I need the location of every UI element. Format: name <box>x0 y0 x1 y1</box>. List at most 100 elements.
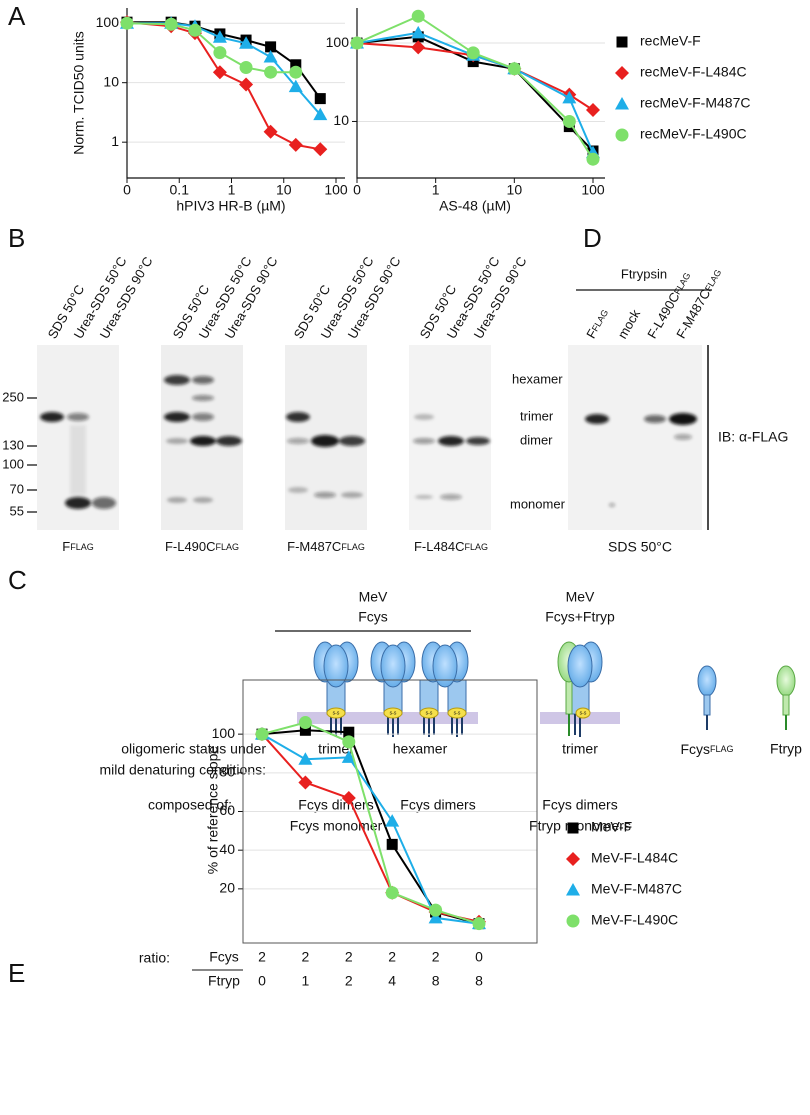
data-point <box>298 752 313 765</box>
antibody-label: IB: α-FLAG <box>718 429 788 445</box>
bond-label: s-s <box>580 710 587 716</box>
y-tick-label: 40 <box>219 841 235 857</box>
x-tick-label: 2 <box>258 949 266 965</box>
x-tick-label: 1 <box>228 182 236 198</box>
legend-marker <box>615 97 629 110</box>
x-tick-label: 0.1 <box>170 182 190 198</box>
data-point <box>343 726 355 738</box>
blot-panel-b: 250 130 100 70 55 <box>2 254 565 554</box>
bond-label: s-s <box>426 710 433 716</box>
legend-marker <box>567 822 579 834</box>
y-tick-label: 10 <box>103 73 119 89</box>
x-tick-label: 100 <box>324 182 348 198</box>
mw-label: 130 <box>2 437 24 452</box>
panel-label: E <box>8 958 25 988</box>
data-point <box>299 724 311 736</box>
data-point <box>212 65 227 80</box>
category-row-name: Fcys <box>209 949 239 965</box>
data-point <box>288 79 303 93</box>
band-name: hexamer <box>512 371 563 386</box>
row-label: oligomeric status under <box>121 741 266 757</box>
data-point <box>188 23 202 37</box>
band-name: monomer <box>510 496 566 511</box>
axes <box>126 8 345 179</box>
x-tick-label: 2 <box>345 949 353 965</box>
data-point <box>562 114 576 128</box>
x-axis-title: AS-48 (µM) <box>439 198 511 214</box>
disulfide <box>575 707 591 719</box>
row-label: composed of: <box>148 797 232 813</box>
x-axis-title: hPIV3 HR-B (µM) <box>176 198 285 214</box>
disulfide <box>447 707 467 719</box>
lane-sub: FLAG <box>672 271 692 296</box>
ftryp-monomer <box>776 665 796 730</box>
monomer-main: Fcys <box>680 741 710 757</box>
monomer-sub: FLAG <box>710 744 734 754</box>
data-point <box>429 903 443 917</box>
data-point <box>411 40 426 55</box>
legend-marker <box>566 883 580 896</box>
composition: Fcys monomer <box>290 818 383 834</box>
y-tick-label: 20 <box>219 880 235 896</box>
panel-label: A <box>8 1 26 31</box>
caption-sub: FLAG <box>465 542 489 552</box>
band-name: dimer <box>520 432 553 447</box>
data-point <box>385 814 400 827</box>
blot-panel-d: Ftrypsin FFLAG mock F-L490CFLAG F-M487CF… <box>568 266 788 555</box>
caption-sub: FLAG <box>341 542 365 552</box>
caption-main: F-M487C <box>287 539 341 554</box>
series-line <box>356 15 594 160</box>
data-point <box>313 142 328 157</box>
data-point <box>239 60 253 74</box>
x-tick-label: 2 <box>432 949 440 965</box>
x-tick-label: 0 <box>123 182 131 198</box>
data-point <box>263 124 278 139</box>
legend-marker <box>566 914 580 928</box>
y-tick-label: 1 <box>111 133 119 149</box>
y-tick-label: 100 <box>212 725 236 741</box>
bond-label: s-s <box>333 710 340 716</box>
legend-label: MeV-F-L484C <box>591 850 678 866</box>
data-point <box>507 62 521 76</box>
data-point <box>213 46 227 60</box>
monomer-label: Ftryp <box>770 741 802 757</box>
composition: Ftryp monomers <box>529 818 631 834</box>
caption-main: F-L490C <box>165 539 216 554</box>
y-axis-title: % of reference slope <box>205 746 221 875</box>
x-tick-label: 0 <box>258 973 266 989</box>
series-line <box>261 733 480 925</box>
data-point <box>586 102 600 117</box>
row-label: mild denaturing conditions: <box>99 762 266 778</box>
data-point <box>264 65 278 79</box>
mw-label: 70 <box>10 481 24 496</box>
x-tick-label: 10 <box>276 182 292 198</box>
fcys-monomer <box>697 665 717 730</box>
disulfide <box>326 707 346 719</box>
data-point <box>428 910 443 924</box>
x-tick-label: 10 <box>507 182 523 198</box>
disulfide <box>383 707 403 719</box>
data-point <box>313 107 328 121</box>
data-point <box>472 917 486 931</box>
group-title: Fcys+Ftryp <box>545 609 615 625</box>
data-point <box>298 716 312 730</box>
y-tick-label: 100 <box>96 14 120 30</box>
composition: Fcys dimers <box>542 797 617 813</box>
data-point <box>342 735 356 749</box>
data-point <box>350 36 364 50</box>
lane-sub: FLAG <box>703 268 723 293</box>
legend-label: recMeV-F-L484C <box>640 64 747 80</box>
mw-markers: 250 130 100 70 55 <box>2 389 40 518</box>
x-tick-label: 8 <box>475 973 483 989</box>
x-tick-label: 8 <box>432 973 440 989</box>
legend-label: MeV-F-L490C <box>591 912 678 928</box>
monomer-label: FcysFLAG <box>680 741 733 757</box>
category-title: ratio: <box>139 950 170 966</box>
x-tick-label: 1 <box>432 182 440 198</box>
caption-main: F-L484C <box>414 539 465 554</box>
x-tick-label: 0 <box>475 949 483 965</box>
data-point <box>411 25 426 39</box>
group-title: MeV <box>566 589 595 605</box>
legend-marker <box>566 852 580 866</box>
